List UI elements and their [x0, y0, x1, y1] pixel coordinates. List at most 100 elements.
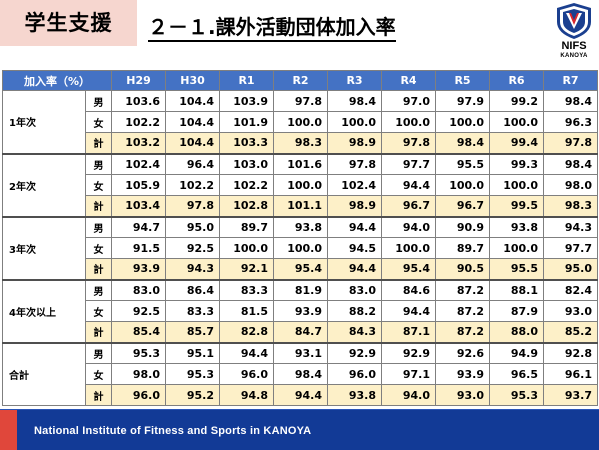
- rate-cell: 95.1: [165, 341, 220, 364]
- footer-band: [17, 410, 599, 450]
- footer-accent-stripe: [0, 410, 17, 450]
- column-header: R3: [327, 70, 382, 91]
- sex-label: 女: [85, 300, 112, 322]
- column-header: R1: [219, 70, 274, 91]
- sex-label: 女: [85, 363, 112, 385]
- rate-cell: 84.7: [273, 321, 328, 343]
- rate-cell: 85.7: [165, 321, 220, 343]
- rate-cell: 96.5: [489, 363, 544, 385]
- rate-cell: 95.5: [489, 258, 544, 280]
- rate-cell: 97.8: [273, 90, 328, 112]
- rate-cell: 101.9: [219, 111, 274, 133]
- rate-cell: 81.9: [273, 278, 328, 301]
- rate-cell: 94.4: [381, 300, 436, 322]
- rate-cell: 100.0: [435, 111, 490, 133]
- rate-cell: 83.3: [219, 278, 274, 301]
- rate-cell: 87.1: [381, 321, 436, 343]
- rate-cell: 98.4: [273, 363, 328, 385]
- rate-cell: 83.0: [327, 278, 382, 301]
- column-header: R2: [273, 70, 328, 91]
- rate-cell: 102.2: [165, 174, 220, 196]
- rate-cell: 96.7: [435, 195, 490, 217]
- sex-label: 女: [85, 237, 112, 259]
- rate-cell: 89.7: [435, 237, 490, 259]
- rate-cell: 98.9: [327, 195, 382, 217]
- rate-cell: 94.0: [381, 384, 436, 406]
- rate-cell: 104.4: [165, 111, 220, 133]
- table-row: 3年次男 94.7 95.0 89.7 93.8 94.4 94.0 90.9 93.8 94.3: [2, 215, 598, 280]
- rate-cell: 102.4: [111, 152, 166, 175]
- rate-cell: 97.9: [435, 90, 490, 112]
- rate-cell: 93.8: [489, 215, 544, 238]
- table-body: 1年次男 103.6 104.4 103.9 97.8 98.4 97.0 97.9 99.2 9…: [2, 90, 598, 406]
- rate-cell: 100.0: [327, 111, 382, 133]
- table-row: 計 93.9 94.3 92.1 95.4 94.4 95.4 90.5 95.5 95.0: [3, 258, 598, 280]
- logo-text: NIFS: [561, 40, 587, 52]
- rate-cell: 97.0: [381, 90, 436, 112]
- rate-cell: 98.4: [543, 90, 598, 112]
- rate-cell: 87.2: [435, 321, 490, 343]
- rate-cell: 92.1: [219, 258, 274, 280]
- rate-cell: 103.6: [111, 90, 166, 112]
- rate-cell: 98.9: [327, 132, 382, 154]
- row-group-label: 2年次: [2, 152, 86, 217]
- rate-cell: 100.0: [273, 237, 328, 259]
- rate-cell: 93.0: [543, 300, 598, 322]
- rate-cell: 92.9: [381, 341, 436, 364]
- rate-cell: 82.8: [219, 321, 274, 343]
- rate-cell: 100.0: [273, 174, 328, 196]
- rate-cell: 93.8: [327, 384, 382, 406]
- sex-label: 計: [85, 195, 112, 217]
- rate-cell: 99.4: [489, 132, 544, 154]
- rate-cell: 88.1: [489, 278, 544, 301]
- row-group-label: 4年次以上: [2, 278, 86, 343]
- rate-cell: 96.7: [381, 195, 436, 217]
- rate-cell: 99.3: [489, 152, 544, 175]
- rate-cell: 96.0: [327, 363, 382, 385]
- footer-text: National Institute of Fitness and Sports…: [34, 425, 312, 437]
- logo-subtext: KANOYA: [560, 53, 588, 59]
- rate-cell: 87.2: [435, 278, 490, 301]
- rate-cell: 98.3: [543, 195, 598, 217]
- sex-label: 男: [85, 152, 112, 175]
- rate-cell: 93.0: [435, 384, 490, 406]
- row-group-label: 合計: [2, 341, 86, 406]
- rate-cell: 97.1: [381, 363, 436, 385]
- rate-cell: 97.8: [543, 132, 598, 154]
- table-row: 女 92.5 83.3 81.5 93.9 88.2 94.4 87.2 87.9 93.0: [3, 300, 598, 322]
- rate-cell: 88.2: [327, 300, 382, 322]
- corner-header: 加入率（%）: [2, 70, 112, 91]
- rate-cell: 100.0: [381, 111, 436, 133]
- table-row: 計 103.4 97.8 102.8 101.1 98.9 96.7 96.7 99.5 98.3: [3, 195, 598, 217]
- column-header: R6: [489, 70, 544, 91]
- rate-cell: 94.9: [489, 341, 544, 364]
- rate-cell: 94.8: [219, 384, 274, 406]
- rate-cell: 87.2: [435, 300, 490, 322]
- rate-cell: 97.8: [381, 132, 436, 154]
- rate-cell: 96.1: [543, 363, 598, 385]
- rate-cell: 93.1: [273, 341, 328, 364]
- rate-cell: 93.9: [273, 300, 328, 322]
- rate-cell: 99.2: [489, 90, 544, 112]
- rate-cell: 104.4: [165, 90, 220, 112]
- table-row: 計 85.4 85.7 82.8 84.7 84.3 87.1 87.2 88.0 85.2: [3, 321, 598, 343]
- rate-cell: 94.4: [327, 258, 382, 280]
- table-row: 計 96.0 95.2 94.8 94.4 93.8 94.0 93.0 95.3 93.7: [3, 384, 598, 406]
- rate-cell: 96.3: [543, 111, 598, 133]
- rate-cell: 95.5: [435, 152, 490, 175]
- rate-cell: 89.7: [219, 215, 274, 238]
- rate-cell: 98.4: [435, 132, 490, 154]
- rate-cell: 94.5: [327, 237, 382, 259]
- column-header: H30: [165, 70, 220, 91]
- table-row: 合計男 95.3 95.1 94.4 93.1 92.9 92.9 92.6 94.9 92.8: [2, 341, 598, 406]
- rate-cell: 103.3: [219, 132, 274, 154]
- rate-cell: 97.7: [381, 152, 436, 175]
- rate-cell: 94.4: [219, 341, 274, 364]
- section-tag: 学生支援: [0, 0, 137, 46]
- rate-cell: 97.8: [165, 195, 220, 217]
- rate-cell: 94.3: [165, 258, 220, 280]
- rate-cell: 98.3: [273, 132, 328, 154]
- rate-cell: 102.4: [327, 174, 382, 196]
- rate-cell: 92.5: [111, 300, 166, 322]
- rate-cell: 85.2: [543, 321, 598, 343]
